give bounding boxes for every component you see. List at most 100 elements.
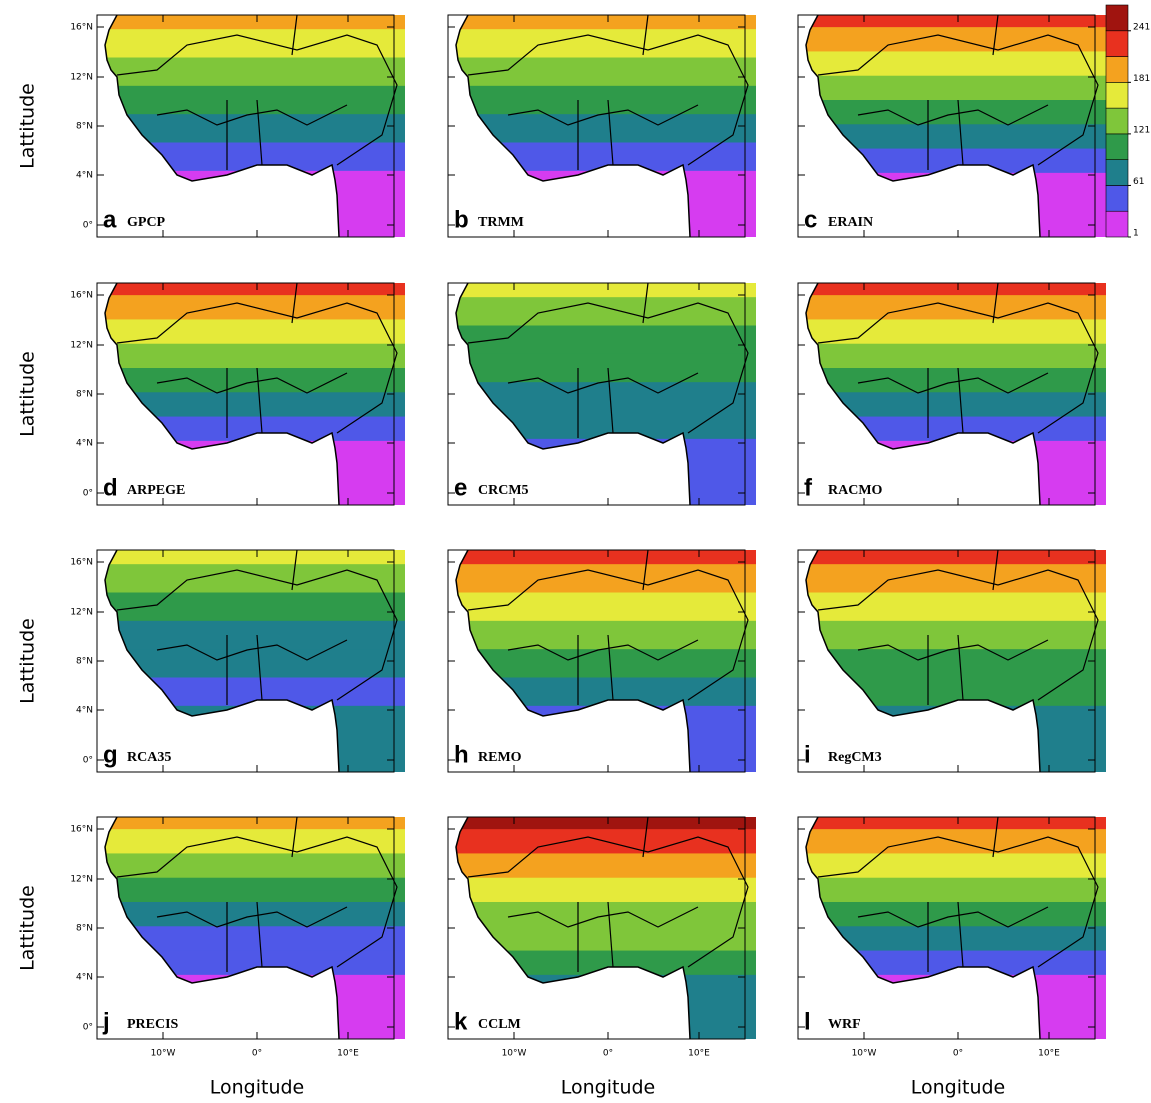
lat-label: 12°N [70,608,93,618]
panel-name: ERAIN [828,215,873,230]
map-panel: j PRECIS 16°N 12°N 8°N 4°N 0° 10°W 0° 10°E [70,816,405,1059]
border [291,549,298,591]
panel-name: RCA35 [127,750,171,765]
coastline [104,282,340,506]
map-panel: i RegCM3 [797,549,1106,773]
panel-letter: e [454,474,467,501]
lon-label: 0° [603,1049,613,1059]
border [857,639,1049,661]
lat-label: 16°N [70,23,93,33]
lat-label: 0° [83,756,93,766]
border [857,372,1049,394]
panel-letter: h [454,741,469,768]
lat-label: 8°N [76,122,93,132]
panel-name: TRMM [478,215,524,230]
border [156,104,348,126]
border [467,34,749,166]
colorbar-segment [1105,56,1129,83]
lon-label: 10°E [337,1049,359,1059]
panel-letter: f [804,474,813,501]
border [817,836,1099,968]
border [817,569,1099,701]
lat-label: 0° [83,221,93,231]
lat-label: 12°N [70,341,93,351]
coastline [805,549,1041,773]
coastline [805,282,1041,506]
colorbar-segment [1105,82,1129,109]
precip-band [806,440,1106,505]
border [116,302,398,434]
lat-label: 4°N [76,439,93,449]
precip-band [806,172,1106,237]
lat-label: 0° [83,489,93,499]
lon-label: 10°W [502,1049,527,1059]
border [116,836,398,968]
border [857,104,1049,126]
map-panel: c ERAIN [797,14,1106,238]
coastline [455,282,691,506]
border [642,816,649,858]
panel-letter: j [102,1008,110,1035]
map-panel: h REMO [447,549,756,773]
precip-band [806,705,1106,772]
coastline [104,549,340,773]
border [156,639,348,661]
panel-letter: l [804,1008,811,1035]
lat-label: 16°N [70,558,93,568]
border [507,906,699,928]
border [256,367,263,434]
colorbar-label: 181 [1133,74,1150,84]
precip-band [105,974,405,1039]
colorbar-label: 1 [1133,229,1139,239]
coastline [455,549,691,773]
border [507,372,699,394]
lon-label: 10°E [688,1049,710,1059]
colorbar-segment [1105,159,1129,186]
border [291,816,298,858]
border [256,99,263,166]
coastline [455,14,691,238]
panel-letter: b [454,206,469,233]
border [116,34,398,166]
panel-letter: k [454,1008,468,1035]
border [607,634,614,701]
colorbar-label: 241 [1133,22,1150,32]
colorbar-label: 121 [1133,125,1150,135]
border [857,906,1049,928]
lon-label: 10°E [1038,1049,1060,1059]
lat-label: 8°N [76,657,93,667]
colorbar-label: 61 [1133,177,1144,187]
panel-name: CCLM [478,1017,521,1032]
colorbar: 1 61 121 181 241 [1105,4,1150,239]
map-panel: l WRF 10°W 0° 10°E [797,816,1106,1059]
border [607,367,614,434]
precip-band [105,440,405,505]
panel-letter: a [103,206,117,233]
lat-label: 8°N [76,390,93,400]
panel-letter: i [804,741,811,768]
colorbar-segment [1105,107,1129,135]
panel-name: RACMO [828,483,883,498]
coastline [104,816,340,1040]
border [256,901,263,968]
precip-band [806,974,1106,1039]
y-axis-label: Lattitude [17,351,39,437]
border [116,569,398,701]
border [992,816,999,858]
lon-label: 0° [953,1049,963,1059]
precip-band [105,170,405,237]
border [642,549,649,591]
lat-label: 4°N [76,171,93,181]
coastline [455,816,691,1040]
border [507,639,699,661]
border [467,569,749,701]
precip-band [456,705,756,772]
border [607,99,614,166]
border [256,634,263,701]
border [957,99,964,166]
x-axis-label: Longitude [561,1077,656,1099]
map-panel: g RCA35 16°N 12°N 8°N 4°N 0° [70,549,405,773]
precip-band [456,170,756,237]
border [642,282,649,324]
